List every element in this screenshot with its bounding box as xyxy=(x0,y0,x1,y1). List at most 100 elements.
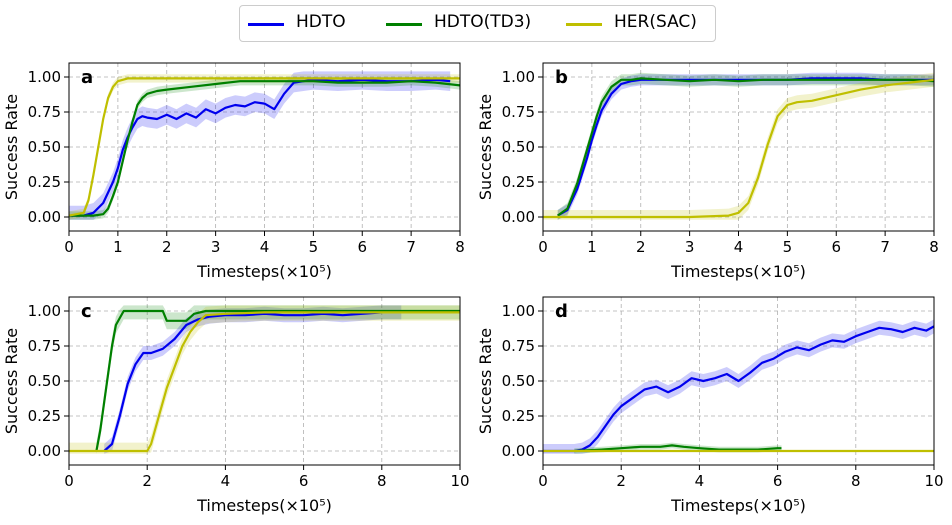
x-tick-label: 10 xyxy=(924,472,943,490)
x-tick-label: 8 xyxy=(851,472,861,490)
x-tick-label: 3 xyxy=(685,238,695,256)
y-tick-label: 0.75 xyxy=(28,103,61,121)
series-line-her-sac- xyxy=(543,78,934,219)
x-tick-label: 7 xyxy=(880,238,890,256)
panel-label: d xyxy=(555,301,568,322)
legend-label: HER(SAC) xyxy=(614,12,697,32)
x-tick-label: 4 xyxy=(260,238,270,256)
x-tick-label: 8 xyxy=(929,238,939,256)
x-tick-label: 0 xyxy=(64,238,74,256)
legend-label: HDTO xyxy=(296,12,346,32)
axes-frame xyxy=(542,62,935,232)
y-tick-label: 0.50 xyxy=(28,372,61,390)
x-tick-label: 6 xyxy=(831,238,841,256)
plot-area xyxy=(69,305,460,454)
series-band-hdto xyxy=(104,305,402,454)
plot-area xyxy=(69,71,460,220)
x-axis-label: Timesteps(×10⁵) xyxy=(670,496,806,515)
y-tick-label: 0.25 xyxy=(502,173,535,191)
y-tick-label: 1.00 xyxy=(28,302,61,320)
y-tick-label: 1.00 xyxy=(502,302,535,320)
x-tick-label: 6 xyxy=(357,238,367,256)
plot-area xyxy=(543,319,934,454)
y-tick-label: 0.00 xyxy=(502,442,535,460)
series-line-hdto-td3- xyxy=(557,77,934,217)
series-line-her-sac- xyxy=(69,77,460,217)
x-axis-label: Timesteps(×10⁵) xyxy=(196,262,332,281)
subplot-d: 0 2 4 6 8 10 0.00 0.25 0.50 0.75 1.00 d Timesteps(×1… xyxy=(476,296,944,515)
x-tick-label: 10 xyxy=(450,472,469,490)
subplot-c: 0 2 4 6 8 10 0.00 0.25 0.50 0.75 1.00 c Timesteps(×1… xyxy=(2,296,470,515)
x-tick-label: 1 xyxy=(113,238,123,256)
series-band-hdto-td3- xyxy=(574,442,782,454)
legend-label: HDTO(TD3) xyxy=(434,12,532,32)
y-tick-label: 0.75 xyxy=(502,337,535,355)
x-tick-label: 4 xyxy=(695,472,705,490)
panel-label: a xyxy=(81,67,93,88)
legend-box: HDTO HDTO(TD3) HER(SAC) xyxy=(239,5,716,42)
x-axis-label: Timesteps(×10⁵) xyxy=(670,262,806,281)
x-tick-label: 2 xyxy=(616,472,626,490)
y-axis-label: Success Rate xyxy=(2,94,21,200)
y-tick-label: 0.75 xyxy=(502,103,535,121)
x-tick-label: 3 xyxy=(211,238,221,256)
y-tick-label: 0.25 xyxy=(28,407,61,425)
series-band-hdto xyxy=(69,71,451,220)
axes-frame xyxy=(542,296,935,466)
series-line-hdto xyxy=(543,325,934,453)
y-tick-label: 0.50 xyxy=(502,372,535,390)
y-tick-label: 0.00 xyxy=(502,208,535,226)
x-tick-label: 2 xyxy=(162,238,172,256)
x-tick-label: 5 xyxy=(309,238,319,256)
x-tick-label: 4 xyxy=(221,472,231,490)
legend-swatch xyxy=(566,23,602,26)
series-line-hdto xyxy=(69,78,451,217)
subplot-a: 0 1 2 3 4 5 6 7 8 0.00 0.25 0.50 0.75 1.00 a Timesteps(… xyxy=(2,62,465,281)
y-tick-label: 0.00 xyxy=(28,442,61,460)
series-line-her-sac- xyxy=(69,311,460,453)
x-tick-label: 8 xyxy=(377,472,387,490)
y-axis-label: Success Rate xyxy=(476,328,495,434)
series-band-hdto-td3- xyxy=(69,77,460,220)
legend-swatch xyxy=(248,23,284,26)
x-tick-label: 7 xyxy=(406,238,416,256)
series-band-her-sac- xyxy=(69,305,460,454)
x-tick-label: 6 xyxy=(299,472,309,490)
x-tick-label: 8 xyxy=(455,238,465,256)
y-tick-label: 0.25 xyxy=(502,407,535,425)
x-tick-label: 0 xyxy=(64,472,74,490)
x-tick-label: 4 xyxy=(734,238,744,256)
y-axis-label: Success Rate xyxy=(476,94,495,200)
x-axis-label: Timesteps(×10⁵) xyxy=(196,496,332,515)
series-line-hdto-td3- xyxy=(69,80,460,217)
y-tick-label: 0.25 xyxy=(28,173,61,191)
series-line-hdto-td3- xyxy=(95,309,460,452)
x-tick-label: 2 xyxy=(636,238,646,256)
x-tick-label: 2 xyxy=(142,472,152,490)
series-band-hdto-td3- xyxy=(96,305,460,454)
y-tick-label: 0.75 xyxy=(28,337,61,355)
y-tick-label: 0.50 xyxy=(502,138,535,156)
plot-area xyxy=(543,72,934,220)
x-tick-label: 0 xyxy=(538,472,548,490)
y-axis-label: Success Rate xyxy=(2,328,21,434)
panel-label: c xyxy=(81,301,92,322)
panel-label: b xyxy=(555,67,568,88)
y-tick-label: 1.00 xyxy=(502,68,535,86)
x-tick-label: 6 xyxy=(773,472,783,490)
y-tick-label: 0.00 xyxy=(28,208,61,226)
series-line-hdto xyxy=(103,311,402,452)
series-band-her-sac- xyxy=(543,72,934,220)
axes-frame xyxy=(68,296,461,466)
x-tick-label: 5 xyxy=(783,238,793,256)
series-band-hdto xyxy=(543,319,934,454)
axes-frame xyxy=(68,62,461,232)
legend-swatch xyxy=(386,23,422,26)
y-tick-label: 0.50 xyxy=(28,138,61,156)
x-tick-label: 1 xyxy=(587,238,597,256)
y-tick-label: 1.00 xyxy=(28,68,61,86)
subplot-b: 0 1 2 3 4 5 6 7 8 0.00 0.25 0.50 0.75 1.00 b Timesteps(… xyxy=(476,62,939,281)
x-tick-label: 0 xyxy=(538,238,548,256)
series-band-hdto xyxy=(557,72,934,220)
